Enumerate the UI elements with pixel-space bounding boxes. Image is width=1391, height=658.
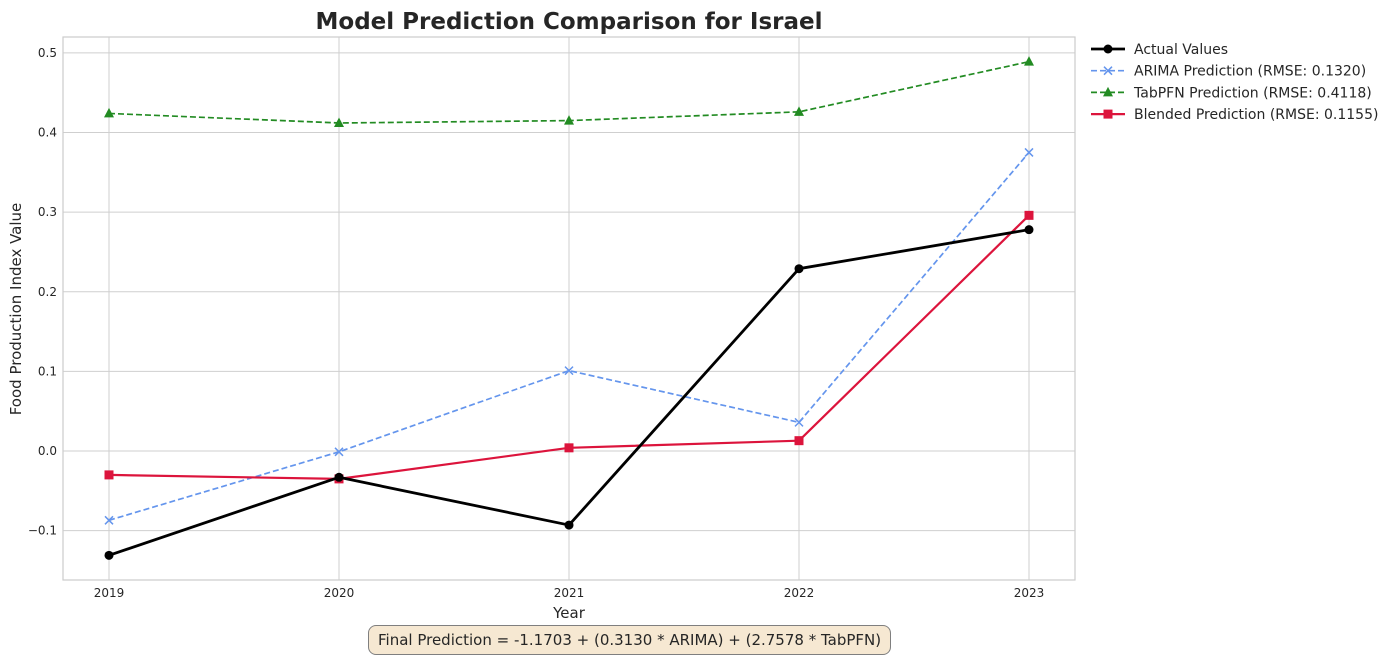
data-point [1103,44,1113,54]
data-point [1103,66,1113,76]
x-marker-stroke [564,366,574,376]
data-point [564,115,574,125]
legend-item: TabPFN Prediction (RMSE: 0.4118) [1091,85,1372,101]
legend: Actual Values ARIMA Prediction (RMSE: 0.1… [1091,42,1378,123]
y-tick-label: −0.1 [28,524,57,538]
y-tick-label: 0.2 [38,285,57,299]
grid [63,37,1075,580]
data-point [564,520,574,530]
data-point [104,515,114,525]
x-marker-stroke [794,417,804,427]
series-layer [104,56,1034,560]
data-point [1024,210,1034,220]
tick-labels: −0.1 0.0 0.1 0.2 0.3 0.4 0.5 2019 2020 2021 2022 20… [28,46,1044,600]
legend-label: TabPFN Prediction (RMSE: 0.4118) [1133,85,1372,101]
x-tick-label: 2023 [1014,586,1045,600]
data-point [794,264,804,274]
y-tick-label: 0.5 [38,46,57,60]
series-line [108,151,1030,522]
x-marker-stroke [334,447,344,457]
legend-item: Blended Prediction (RMSE: 0.1155) [1091,107,1378,123]
formula-annotation: Final Prediction = -1.1703 + (0.3130 * A… [368,625,892,655]
y-tick-label: 0.1 [38,364,57,378]
x-tick-label: 2019 [94,586,125,600]
data-point [1024,56,1034,66]
plot-area-frame [62,36,1076,581]
x-marker-stroke [1103,66,1113,76]
legend-label: Actual Values [1134,42,1228,58]
x-marker-stroke [1024,147,1034,157]
data-point [564,443,574,453]
data-point [794,417,804,427]
data-point [104,470,114,480]
legend-label: ARIMA Prediction (RMSE: 0.1320) [1134,64,1366,80]
data-point [334,117,344,127]
data-point [564,366,574,376]
y-axis-label: Food Production Index Value [7,203,25,416]
x-tick-label: 2021 [554,586,585,600]
legend-item: ARIMA Prediction (RMSE: 0.1320) [1091,64,1366,80]
y-tick-label: 0.0 [38,444,57,458]
series-tabpfn [104,56,1034,127]
legend-label: Blended Prediction (RMSE: 0.1155) [1134,107,1378,123]
data-point [794,436,804,446]
x-tick-label: 2022 [784,586,815,600]
data-point [1103,86,1113,97]
series-actual [104,225,1034,560]
data-point [334,447,344,457]
data-point [104,107,114,118]
x-tick-label: 2020 [324,586,355,600]
data-point [794,106,804,116]
y-tick-label: 0.4 [38,126,57,140]
y-tick-label: 0.3 [38,205,57,219]
data-point [1103,109,1113,119]
data-point [334,472,344,482]
legend-item: Actual Values [1091,42,1228,58]
data-point [104,550,114,560]
x-axis-label: Year [552,604,586,622]
chart-title: Model Prediction Comparison for Israel [316,9,823,35]
data-point [1024,225,1034,235]
x-marker-stroke [104,515,114,525]
data-point [1024,147,1034,157]
series-arima [104,147,1034,525]
